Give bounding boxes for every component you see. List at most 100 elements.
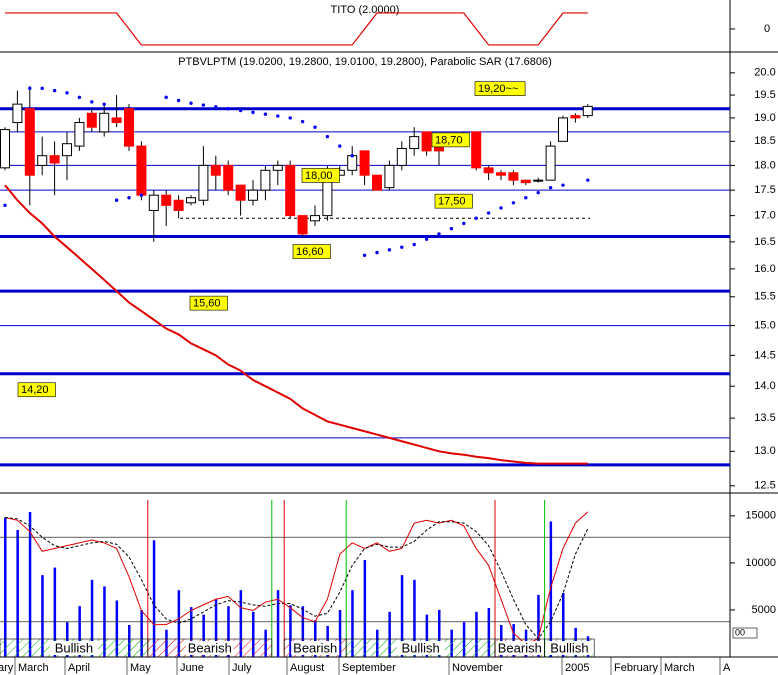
sar-dot (449, 226, 454, 231)
sar-dot (586, 178, 590, 182)
candle-body (99, 112, 110, 133)
volume-bar (289, 605, 292, 657)
level-label-box (431, 132, 470, 148)
candle-body (74, 122, 85, 147)
volume-bar (487, 608, 491, 657)
y-tick-label: 19.5 (754, 89, 775, 101)
level-label: 18,70 (435, 134, 463, 146)
x-tick-label: May (130, 662, 151, 674)
candle-body (210, 164, 221, 176)
volume-bar (562, 593, 565, 657)
candle-body (272, 164, 283, 171)
candle-body (582, 105, 593, 117)
volume-bar (53, 567, 57, 657)
volume-bar (301, 606, 305, 657)
level-label: 17,50 (438, 196, 466, 208)
volume-bar (475, 611, 478, 657)
candle-body (421, 131, 432, 152)
candle-body (260, 169, 271, 191)
candle-body (409, 136, 420, 149)
sar-dot (214, 105, 218, 109)
y-tick-label: 5000 (752, 604, 776, 616)
x-tick-label: February (614, 662, 659, 674)
volume-bar (140, 609, 143, 657)
volume-bar (190, 607, 193, 657)
band-label: Bearish (188, 640, 232, 655)
band-label: Bearish (498, 640, 542, 655)
sar-dot (325, 134, 330, 139)
sar-dot (127, 196, 131, 200)
y-tick-label: 18.5 (754, 135, 775, 147)
x-tick-label: September (342, 662, 396, 674)
y-tick-label: 17.5 (754, 184, 775, 196)
sar-dot (28, 86, 32, 91)
volume-bar (276, 590, 280, 657)
band-label-bg (396, 641, 445, 655)
moving-average-line (4, 184, 588, 465)
volume-bar (314, 620, 317, 657)
candle-body (533, 179, 544, 182)
sar-dot (114, 198, 119, 202)
sar-dot (40, 86, 44, 91)
level-label-box (17, 382, 56, 398)
volume-bar (363, 560, 367, 657)
y-tick-label: 14.0 (754, 380, 775, 392)
band-label-bg (495, 641, 544, 655)
sar-dot (65, 91, 69, 95)
sar-dot (226, 107, 230, 111)
volume-bar (388, 611, 391, 657)
candle-body (310, 215, 320, 222)
volume-bar (549, 521, 553, 657)
sar-dot (251, 110, 255, 115)
volume-bar (4, 517, 7, 657)
candle-body (186, 197, 196, 204)
x-tick-label: March (18, 662, 49, 674)
sar-dot (276, 114, 280, 118)
candle-body (347, 155, 358, 171)
volume-bar (214, 599, 218, 657)
chart-title: PTBVLPTM (19.0200, 19.2800, 19.0100, 19.… (178, 56, 552, 68)
sar-dot (462, 221, 466, 226)
sar-dot (424, 237, 429, 241)
sar-dot (437, 232, 441, 236)
y-tick-label: 13.0 (754, 445, 775, 457)
sar-dot (102, 102, 106, 106)
candle-body (37, 155, 48, 166)
candle-body (558, 117, 568, 142)
candle-body (86, 112, 97, 128)
y-tick-label: 15000 (745, 510, 776, 522)
y-tick-label: 10000 (745, 557, 776, 569)
sar-dot (486, 211, 491, 215)
level-label: 16,60 (296, 246, 324, 258)
y-tick-label: 15.5 (754, 291, 775, 303)
band-label-bg (291, 641, 340, 655)
x-tick-label: August (290, 662, 324, 674)
y-tick-label: 12.5 (754, 480, 775, 492)
volume-bar (239, 590, 243, 657)
sar-dot (499, 206, 503, 210)
volume-bar (413, 579, 416, 657)
volume-bar (202, 614, 205, 657)
sar-dot (412, 242, 416, 247)
volume-bar (28, 512, 32, 657)
level-label-box (189, 295, 228, 311)
x-tick-label: A (723, 662, 731, 674)
volume-bar (351, 590, 354, 657)
x-tick-label: November (452, 662, 503, 674)
sar-dot (176, 98, 181, 103)
sar-dot (350, 153, 354, 158)
sar-dot (288, 116, 292, 120)
candle-body (161, 194, 172, 206)
candle-body (198, 164, 209, 201)
band-label: Bullish (401, 640, 439, 655)
sar-dot (189, 101, 193, 105)
y-tick-label: 17.0 (754, 210, 775, 222)
x-tick-label: ary (0, 662, 14, 674)
volume-bar (537, 594, 540, 657)
sar-dot (90, 100, 94, 104)
sar-dot (561, 183, 565, 187)
sar-dot (375, 250, 379, 255)
candle-body (545, 145, 556, 181)
sar-dot (263, 112, 268, 116)
